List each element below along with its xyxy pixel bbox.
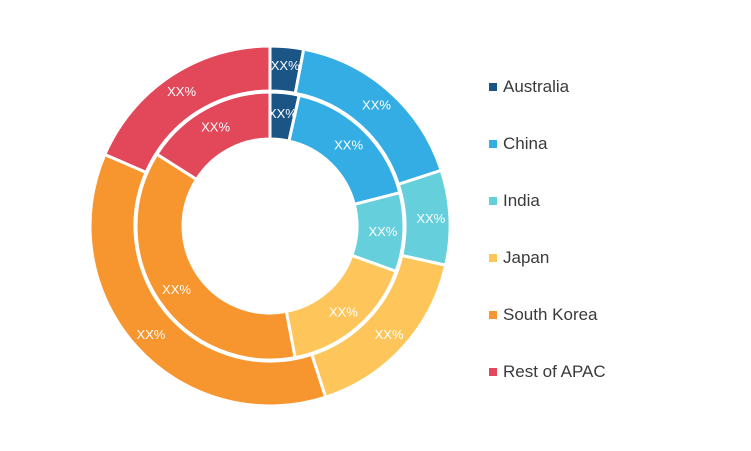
legend-item-rest-of-apac: Rest of APAC: [489, 357, 606, 387]
legend-label-australia: Australia: [503, 77, 570, 96]
legend-swatch-rest-of-apac: [489, 368, 497, 376]
inner-ring-label-australia: XX%: [268, 106, 297, 121]
legend-swatch-australia: [489, 83, 497, 91]
outer-ring-label-china: XX%: [362, 98, 391, 113]
outer-ring-label-india: XX%: [416, 211, 445, 226]
legend-swatch-india: [489, 197, 497, 205]
inner-ring-label-china: XX%: [334, 137, 363, 152]
inner-ring-label-japan: XX%: [329, 304, 358, 319]
legend-label-china: China: [503, 134, 548, 153]
legend-swatch-japan: [489, 254, 497, 262]
inner-ring-slice-rest-of-apac: [154, 90, 272, 182]
legend-label-rest-of-apac: Rest of APAC: [503, 362, 606, 381]
legend-item-india: India: [489, 186, 606, 216]
inner-ring-label-india: XX%: [368, 224, 397, 239]
outer-ring-label-japan: XX%: [375, 327, 404, 342]
legend-swatch-china: [489, 140, 497, 148]
legend-item-japan: Japan: [489, 243, 606, 273]
legend-label-south-korea: South Korea: [503, 305, 598, 324]
legend-item-australia: Australia: [489, 72, 606, 102]
legend-item-south-korea: South Korea: [489, 300, 606, 330]
inner-ring-label-south-korea: XX%: [162, 282, 191, 297]
inner-ring-label-rest-of-apac: XX%: [201, 120, 230, 135]
legend-label-japan: Japan: [503, 248, 550, 267]
legend-item-china: China: [489, 129, 606, 159]
outer-ring-label-rest-of-apac: XX%: [167, 84, 196, 99]
legend-label-india: India: [503, 191, 540, 210]
chart-legend: Australia China India Japan South Korea …: [489, 72, 606, 414]
outer-ring-slice-south-korea: [88, 152, 328, 408]
outer-ring-label-australia: XX%: [271, 58, 300, 73]
legend-swatch-south-korea: [489, 311, 497, 319]
inner-ring-slice-south-korea: [134, 152, 297, 362]
outer-ring-label-south-korea: XX%: [136, 327, 165, 342]
